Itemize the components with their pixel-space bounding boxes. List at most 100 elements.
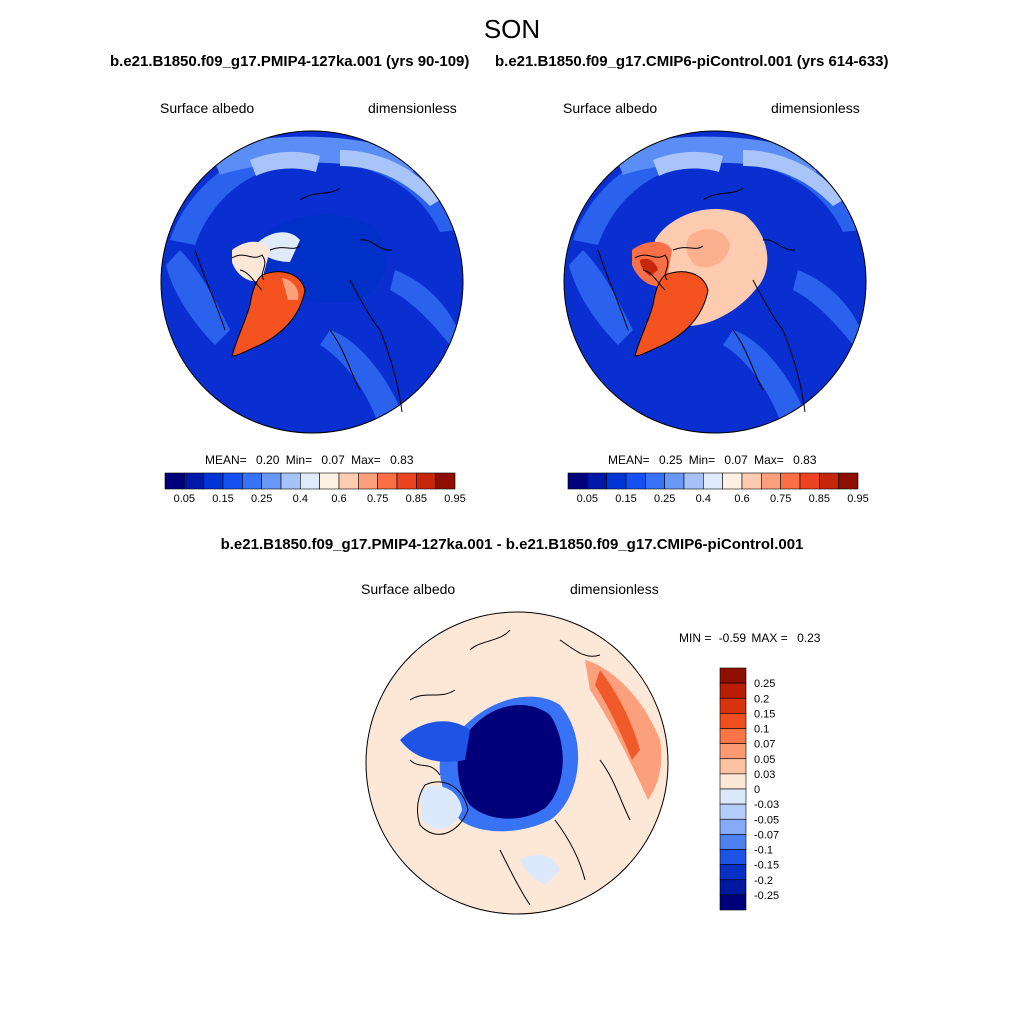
positive-core <box>595 670 640 760</box>
colorbar-tick-label: 0.15 <box>615 493 636 505</box>
colorbar-tick-label: 0.4 <box>696 493 711 505</box>
land-band-east <box>793 270 861 345</box>
colorbar-swatch <box>719 773 747 790</box>
panel-b-stats: MEAN= 0.25 Min= 0.07 Max= 0.83 <box>608 453 817 467</box>
land-light-patch-2 <box>653 151 723 176</box>
colorbar-swatch <box>719 682 747 699</box>
colorbar-swatch <box>719 713 747 729</box>
colorbar-tick-label: 0.75 <box>770 493 791 505</box>
colorbar-swatch <box>741 472 762 490</box>
min-label: MIN = <box>679 631 712 645</box>
colorbar-swatch <box>719 743 747 760</box>
colorbar-swatch <box>719 667 747 684</box>
panel-a-colorbar: 0.05 0.15 0.25 0.4 0.6 0.75 0.85 0.95 <box>164 472 466 505</box>
min-label: Min= <box>285 453 313 467</box>
ocean-field <box>161 131 463 433</box>
negative-core <box>457 705 563 819</box>
colorbar-swatch <box>719 697 747 714</box>
land-band-south <box>723 330 808 430</box>
greenland-ice <box>232 271 305 356</box>
arctic-sea-ice <box>653 209 768 326</box>
colorbar-tick-label: -0.03 <box>754 799 779 811</box>
colorbar-swatch <box>625 472 646 490</box>
ocean-field <box>564 131 866 433</box>
colorbar-swatch <box>242 472 262 490</box>
colorbar-swatch <box>838 472 859 490</box>
panel-a-variable: Surface albedo <box>160 100 255 116</box>
max-label: MAX = <box>751 631 788 645</box>
panel-a-stats: MEAN= 0.20 Min= 0.07 Max= 0.83 <box>205 453 414 467</box>
land-band-eurasia <box>170 138 458 245</box>
colorbar-tick-label: 0.25 <box>754 678 775 690</box>
colorbar-swatch <box>719 788 747 805</box>
panel-a-map <box>160 130 464 434</box>
colorbar-swatch <box>722 472 743 490</box>
colorbar-swatch <box>780 472 801 490</box>
colorbar-swatch <box>719 834 747 850</box>
panel-c-units: dimensionless <box>570 581 659 597</box>
colorbar-tick-label: 0.75 <box>367 493 388 505</box>
scandinavia-slight-negative <box>520 854 560 885</box>
land-band-east <box>390 270 458 345</box>
archipelago-pale <box>232 241 270 282</box>
archipelago-negative <box>400 721 470 762</box>
land-light-patch-2 <box>250 151 320 176</box>
colorbar-tick-label: 0.05 <box>577 493 598 505</box>
colorbar-tick-label: -0.15 <box>754 860 779 872</box>
max-value: 0.23 <box>797 631 821 645</box>
colorbar-swatch <box>683 472 704 490</box>
map-border-a <box>160 130 464 434</box>
colorbar-swatch <box>435 472 456 490</box>
mean-value: 0.25 <box>659 453 683 467</box>
sea-ice-core <box>686 229 730 268</box>
colorbar-tick-label: 0.07 <box>754 739 775 751</box>
colorbar-tick-label: -0.1 <box>754 845 773 857</box>
colorbar-swatch <box>719 879 747 896</box>
panel-a-case-title: b.e21.B1850.f09_g17.PMIP4-127ka.001 (yrs… <box>110 53 470 70</box>
coastlines-b <box>597 187 806 413</box>
colorbar-tick-label: 0.15 <box>754 708 775 720</box>
colorbar-swatch <box>719 728 747 744</box>
colorbar-swatch <box>300 472 320 490</box>
max-value: 0.83 <box>390 453 414 467</box>
mean-value: 0.20 <box>256 453 280 467</box>
colorbar-swatch <box>164 472 185 490</box>
archipelago-peak <box>640 258 658 276</box>
greenland-ice <box>635 271 708 356</box>
panel-b-colorbar: 0.05 0.15 0.25 0.4 0.6 0.75 0.85 0.95 <box>567 472 869 505</box>
colorbar-swatch <box>645 472 665 490</box>
panel-b-case-title: b.e21.B1850.f09_g17.CMIP6-piControl.001 … <box>495 53 889 70</box>
greenland-margin <box>282 278 299 300</box>
panel-c-variable: Surface albedo <box>361 581 456 597</box>
panel-b-variable: Surface albedo <box>563 100 658 116</box>
greenland-coast-a <box>231 271 306 357</box>
colorbar-swatch <box>184 472 204 490</box>
colorbar-swatch <box>719 803 747 820</box>
max-label: Max= <box>754 453 784 467</box>
colorbar-swatch <box>203 472 224 490</box>
colorbar-swatch <box>587 472 607 490</box>
colorbar-swatch <box>719 758 747 775</box>
colorbar-swatch <box>338 472 359 490</box>
panel-c-map <box>365 611 669 915</box>
colorbar-tick-label: -0.05 <box>754 814 779 826</box>
colorbar-swatch <box>664 472 685 490</box>
colorbar-tick-label: 0.05 <box>754 754 775 766</box>
panel-b-units: dimensionless <box>771 100 860 116</box>
colorbar-swatch <box>606 472 627 490</box>
negative-ring <box>439 696 579 832</box>
coastlines-c <box>409 629 631 906</box>
land-band-south <box>320 330 405 430</box>
colorbar-tick-label: 0.85 <box>809 493 830 505</box>
figure-title: SON <box>483 14 541 44</box>
land-band-north <box>613 136 823 178</box>
min-label: Min= <box>688 453 716 467</box>
land-band-north <box>210 136 420 178</box>
map-border-c <box>365 611 669 915</box>
colorbar-swatch <box>719 894 747 911</box>
arctic-ocean <box>260 214 387 304</box>
min-value: 0.07 <box>321 453 345 467</box>
colorbar-tick-label: 0.6 <box>331 493 346 505</box>
colorbar-swatch <box>261 472 282 490</box>
colorbar-tick-label: 0 <box>754 784 760 796</box>
